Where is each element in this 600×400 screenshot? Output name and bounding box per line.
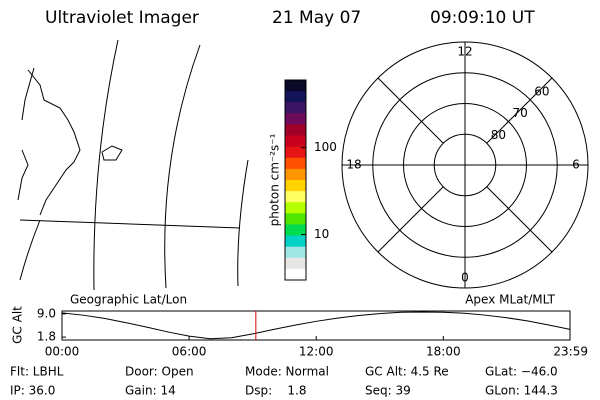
color-band [285,202,306,214]
info-field: Mode: Normal [245,365,329,379]
altitude-plot: Geographic Lat/Lon Apex MLat/MLT GC Alt 9.0… [11,293,589,359]
color-band [285,91,306,103]
coastline [17,67,81,216]
y-tick-label: 1.8 [37,330,56,344]
annotation: Geographic Lat/Lon [70,293,187,307]
meridian [237,159,249,287]
mlt-label: 12 [457,45,472,59]
info-field: IP: 36.0 [10,384,55,398]
info-field: Door: Open [125,365,194,379]
mlt-label: 0 [461,271,469,285]
color-band [285,80,306,92]
lat-label: 80 [491,128,506,142]
color-band [285,224,306,237]
island [101,145,123,161]
info-field: GC Alt: 4.5 Re [365,365,449,379]
y-axis-label: GC Alt [11,306,25,344]
meridian [164,44,201,289]
color-band [285,102,306,114]
colorbar: 10 100 [284,79,337,281]
color-band [285,113,306,125]
info-field: Gain: 14 [125,384,176,398]
color-band [285,191,306,203]
colorbar-frame [284,79,307,281]
mlt-label: 6 [572,158,580,172]
mlt-label: 18 [346,158,361,172]
info-field: Seq: 39 [365,384,411,398]
colorbar-tick-label: 10 [314,227,329,241]
color-band [285,268,306,281]
info-field: GLon: 144.3 [485,384,558,398]
color-band [285,135,306,148]
time: 09:09:10 UT [430,8,535,28]
color-band [285,213,306,225]
color-band [285,157,306,170]
color-band [285,180,306,192]
diagonal [377,77,444,144]
diagonal [486,186,553,253]
info-field: GLat: −46.0 [485,365,558,379]
lat-label: 60 [534,84,549,98]
color-band [285,246,306,259]
lat-label: 70 [512,106,527,120]
color-band [285,124,306,137]
color-band [285,146,306,159]
info-field: Dsp: 1.8 [245,384,307,398]
x-tick-label: 18:00 [426,345,461,359]
parallel [19,219,241,229]
colorbar-tick-label: 100 [314,140,337,154]
x-tick-label: 06:00 [172,345,207,359]
meridian [19,219,41,281]
x-tick-label: 12:00 [299,345,334,359]
x-tick-label: 00:00 [45,345,80,359]
info-field: Flt: LBHL [10,365,64,379]
info-panel: Flt: LBHL Door: Open Mode: Normal GC Alt: 4… [10,365,558,398]
x-tick-label: 23:59 [553,345,588,359]
diagonal [377,186,444,253]
meridian [93,39,119,291]
diagonal [486,77,553,144]
title: Ultraviolet Imager [45,8,199,28]
date: 21 May 07 [272,8,361,28]
altitude-line [61,311,571,340]
map [17,39,249,291]
y-tick-label: 9.0 [37,306,56,320]
annotation: Apex MLat/MLT [465,293,555,307]
color-band [285,257,306,270]
color-band [285,235,306,248]
colorbar-label: photon cm⁻²s⁻¹ [268,133,282,226]
color-band [285,168,306,181]
